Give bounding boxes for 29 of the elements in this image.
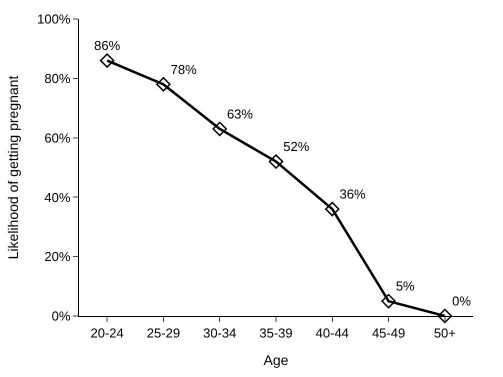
x-tick-label: 45-49 (372, 326, 406, 341)
point (212, 122, 227, 136)
x-tick-label: 35-39 (259, 326, 293, 341)
point (268, 154, 284, 169)
y-tick-label: 20% (44, 249, 71, 264)
y-tick-label: 0% (52, 308, 71, 324)
x-tick-label: 25-29 (146, 326, 180, 341)
point (156, 77, 171, 92)
data-label: 52% (283, 139, 310, 154)
data-label: 63% (226, 106, 254, 122)
point (381, 294, 396, 308)
x-tick-label: 50+ (434, 326, 456, 341)
data-label: 78% (170, 62, 198, 77)
data-label: 86% (94, 38, 121, 54)
y-tick-label: 80% (44, 70, 71, 86)
point (325, 202, 340, 216)
x-tick-label: 20-24 (90, 326, 124, 341)
y-tick-label: 100% (37, 12, 71, 27)
point (438, 308, 452, 324)
x-tick-label: 40-44 (316, 326, 349, 341)
y-tick-label: 40% (44, 190, 71, 205)
y-tick-label: 60% (44, 130, 71, 146)
x-tick-label: 30-34 (203, 326, 236, 341)
y-axis-title: Likelihood of getting pregnant (4, 76, 21, 260)
data-label: 0% (452, 294, 472, 308)
point (100, 53, 114, 68)
x-axis-title: Age (264, 352, 289, 368)
data-label: 5% (396, 278, 416, 294)
data-label: 36% (340, 186, 366, 202)
